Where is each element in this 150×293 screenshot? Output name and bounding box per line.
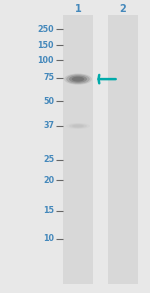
Text: 50: 50 xyxy=(43,97,54,105)
Ellipse shape xyxy=(72,125,84,127)
Text: 1: 1 xyxy=(75,4,81,14)
Ellipse shape xyxy=(66,123,90,129)
Ellipse shape xyxy=(69,124,87,128)
Ellipse shape xyxy=(69,76,87,83)
Text: 100: 100 xyxy=(38,56,54,64)
Text: 15: 15 xyxy=(43,207,54,215)
Text: 2: 2 xyxy=(120,4,126,14)
Ellipse shape xyxy=(64,74,92,85)
Text: 20: 20 xyxy=(43,176,54,185)
Ellipse shape xyxy=(66,74,90,84)
Bar xyxy=(63,15,93,284)
Text: 250: 250 xyxy=(37,25,54,34)
Text: 150: 150 xyxy=(38,41,54,50)
Text: 10: 10 xyxy=(43,234,54,243)
Bar xyxy=(108,15,138,284)
Text: 25: 25 xyxy=(43,155,54,164)
Text: 75: 75 xyxy=(43,73,54,82)
Ellipse shape xyxy=(72,76,84,82)
Text: 37: 37 xyxy=(43,122,54,130)
